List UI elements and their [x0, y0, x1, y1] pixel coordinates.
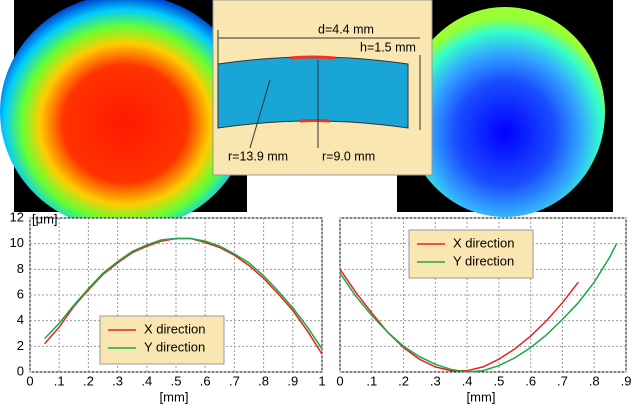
label: r=13.9 mm — [228, 149, 288, 163]
top-mark — [289, 55, 336, 60]
data-line — [44, 237, 323, 350]
x-tick-label: .6 — [200, 373, 211, 388]
x-tick-label: .4 — [462, 373, 473, 388]
y-axis-label: [μm] — [32, 211, 58, 226]
right-map — [405, 7, 605, 217]
legend-box — [408, 229, 534, 279]
y-tick-label: 6 — [17, 286, 24, 301]
x-tick-label: .1 — [54, 373, 65, 388]
label: d=4.4 mm — [318, 22, 374, 36]
x-tick-label: .5 — [171, 373, 182, 388]
x-tick-label: 0 — [336, 373, 343, 388]
x-tick-label: .1 — [366, 373, 377, 388]
y-tick-label: 8 — [17, 261, 24, 276]
bottom-mark — [299, 119, 331, 123]
x-tick-label: 0 — [26, 373, 33, 388]
y-tick-label: 4 — [17, 312, 24, 327]
left-map — [0, 0, 250, 230]
x-tick-label: .3 — [430, 373, 441, 388]
label: h=1.5 mm — [360, 40, 416, 54]
lens-shape — [217, 56, 409, 129]
y-tick-label: 12 — [10, 209, 24, 224]
x-tick-label: .7 — [229, 373, 240, 388]
label: r=9.0 mm — [322, 149, 375, 163]
legend-label: X direction — [144, 321, 205, 336]
x-tick-label: .8 — [258, 373, 269, 388]
x-tick-label: .4 — [141, 373, 152, 388]
x-tick-label: .9 — [621, 373, 632, 388]
x-tick-label: .8 — [589, 373, 600, 388]
y-tick-label: 0 — [17, 363, 24, 378]
data-line — [339, 243, 618, 373]
x-tick-label: .2 — [398, 373, 409, 388]
legend-label: Y direction — [453, 253, 514, 268]
y-tick-label: 2 — [17, 338, 24, 353]
x-tick-label: .9 — [287, 373, 298, 388]
x-tick-label: .6 — [525, 373, 536, 388]
legend-label: Y direction — [144, 339, 205, 354]
diagram: d=4.4 mm h=1.5 mm r=13.9 mm r=9.0 mm — [212, 0, 433, 176]
y-tick-label: 10 — [10, 235, 24, 250]
legend-box — [99, 315, 225, 365]
x-tick-label: .7 — [557, 373, 568, 388]
x-axis-label: [mm] — [467, 389, 496, 404]
x-tick-label: .5 — [493, 373, 504, 388]
x-axis-label: [mm] — [160, 389, 189, 404]
x-tick-label: .2 — [83, 373, 94, 388]
leader — [249, 79, 271, 149]
x-tick-label: 1 — [318, 373, 325, 388]
x-tick-label: .3 — [112, 373, 123, 388]
legend-label: X direction — [453, 235, 514, 250]
